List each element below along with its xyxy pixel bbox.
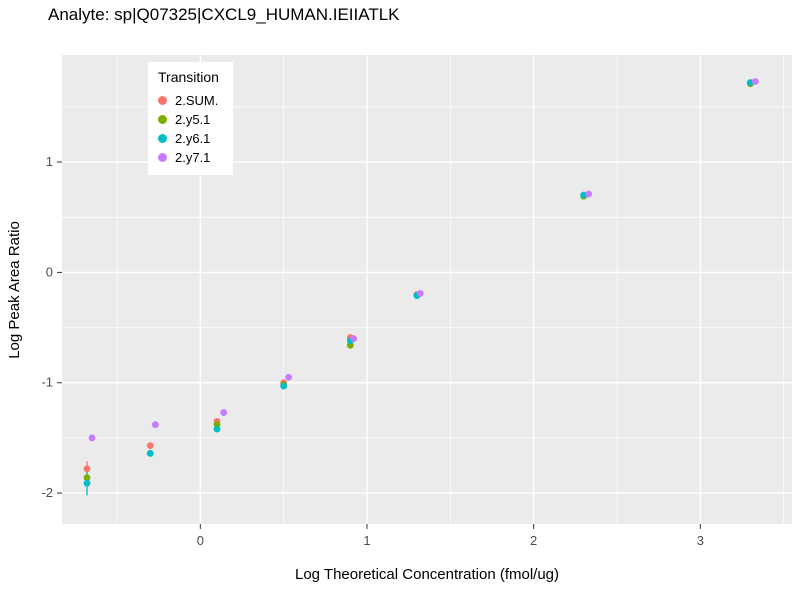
legend-swatch-icon [158, 153, 167, 162]
x-axis-title: Log Theoretical Concentration (fmol/ug) [294, 566, 560, 583]
x-tick-label: 1 [363, 533, 370, 548]
legend-item-label: 2.y6.1 [175, 131, 211, 146]
data-point [751, 78, 759, 85]
legend-item: 2.y5.1 [158, 110, 219, 129]
legend-swatch-icon [158, 115, 167, 124]
data-point [83, 465, 91, 473]
x-tick-label: 2 [530, 533, 537, 548]
legend-swatch-icon [158, 96, 167, 105]
data-point [146, 449, 154, 457]
data-point [585, 190, 593, 198]
y-tick-label: 0 [46, 264, 53, 279]
chart-title: Analyte: sp|Q07325|CXCL9_HUMAN.IEIIATLK [48, 5, 400, 24]
legend-item: 2.y7.1 [158, 148, 219, 167]
data-point [416, 289, 424, 297]
data-point [83, 479, 91, 487]
data-point [213, 425, 221, 433]
legend-swatch-icon [158, 134, 167, 143]
legend-item-label: 2.SUM. [175, 93, 219, 108]
y-tick-label: 1 [46, 154, 53, 169]
legend-item: 2.SUM. [158, 91, 219, 110]
legend-item: 2.y6.1 [158, 129, 219, 148]
legend: Transition 2.SUM. 2.y5.1 2.y6.1 2.y7.1 [148, 62, 233, 175]
data-point [220, 409, 228, 416]
data-point [280, 382, 288, 390]
legend-title: Transition [158, 69, 219, 85]
legend-item-label: 2.y7.1 [175, 150, 211, 165]
data-point [285, 373, 293, 381]
data-point [151, 421, 159, 429]
data-point [350, 335, 358, 343]
x-tick-label: 0 [197, 533, 204, 548]
x-tick-label: 3 [697, 533, 704, 548]
data-point [146, 442, 154, 450]
y-tick-label: -2 [41, 485, 53, 500]
y-tick-label: -1 [41, 375, 53, 390]
legend-item-label: 2.y5.1 [175, 112, 211, 127]
data-point [88, 434, 96, 442]
data-point [83, 474, 91, 482]
y-axis-title: Log Peak Area Ratio [6, 221, 23, 359]
